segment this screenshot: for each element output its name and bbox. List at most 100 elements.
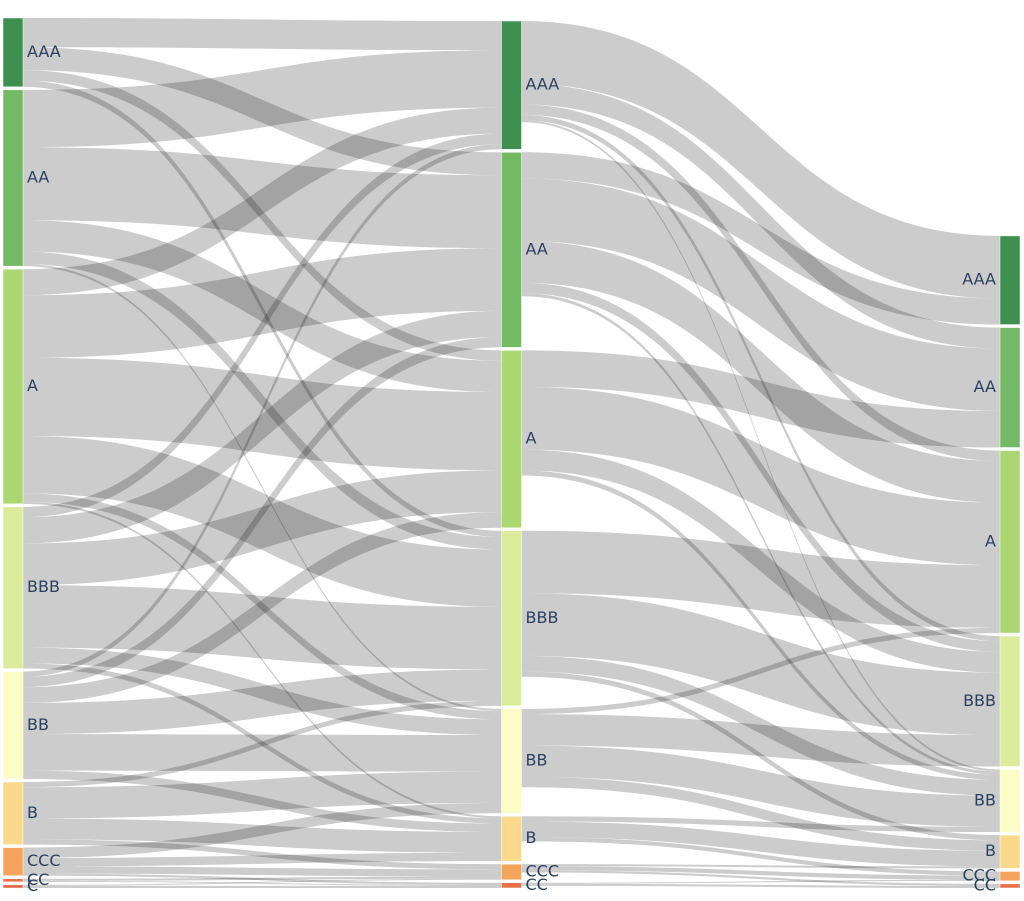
link <box>521 864 1000 869</box>
link <box>23 669 502 735</box>
node-label: B <box>27 803 38 822</box>
node <box>999 327 1021 448</box>
node-label: BBB <box>27 577 60 596</box>
link <box>23 818 502 853</box>
link <box>23 493 502 720</box>
link <box>521 83 1000 349</box>
node-label: C <box>27 876 38 895</box>
link <box>23 501 502 819</box>
link <box>23 512 502 703</box>
node <box>501 816 522 862</box>
link <box>23 839 502 870</box>
link <box>23 436 502 607</box>
link <box>521 530 1000 628</box>
link <box>23 873 502 885</box>
link <box>23 585 502 670</box>
link <box>521 350 1000 448</box>
link <box>521 837 1000 876</box>
node-label: CC <box>974 875 996 894</box>
link <box>23 802 502 859</box>
link <box>23 220 502 393</box>
link <box>521 776 1000 851</box>
link <box>521 114 1000 642</box>
node-label: CCC <box>962 866 996 885</box>
link <box>521 671 1000 841</box>
link <box>521 21 1000 299</box>
node-label: B <box>526 828 537 847</box>
link <box>521 293 1000 775</box>
link <box>521 449 1000 673</box>
node <box>501 152 522 348</box>
link <box>23 50 502 148</box>
link <box>521 866 1000 880</box>
node <box>999 450 1021 634</box>
node <box>501 882 522 889</box>
link <box>23 866 502 877</box>
node <box>999 834 1021 869</box>
node <box>501 20 522 150</box>
links <box>23 18 1000 888</box>
link <box>23 876 502 881</box>
node-label: A <box>27 376 38 395</box>
link <box>23 770 502 832</box>
node-label: CCC <box>526 861 560 880</box>
link <box>521 627 1000 715</box>
link <box>23 133 502 518</box>
link <box>23 647 502 736</box>
node-label: CCC <box>27 851 61 870</box>
node-label: AA <box>974 377 996 396</box>
node-label: BB <box>974 790 996 809</box>
node <box>2 878 24 883</box>
node <box>501 530 522 707</box>
node-label: BB <box>526 751 548 770</box>
link <box>23 880 502 886</box>
node-label: BBB <box>526 608 559 627</box>
link <box>23 264 502 712</box>
link <box>23 734 502 772</box>
node-label: AAA <box>27 42 61 61</box>
link <box>521 883 1000 888</box>
link <box>23 47 502 176</box>
link <box>23 771 502 819</box>
link <box>521 178 1000 412</box>
node-label: AA <box>526 239 548 258</box>
link <box>23 878 502 886</box>
node-label: A <box>985 531 996 550</box>
link <box>521 282 1000 652</box>
node <box>2 89 24 267</box>
link <box>23 336 502 688</box>
node <box>501 350 522 528</box>
link <box>521 152 1000 325</box>
node <box>999 871 1021 882</box>
link <box>521 120 1000 772</box>
link <box>23 147 502 249</box>
link <box>23 852 502 867</box>
node <box>501 708 522 814</box>
node-label: CC <box>526 875 548 894</box>
node-label: A <box>526 429 537 448</box>
link <box>23 144 502 677</box>
link <box>521 745 1000 827</box>
link <box>23 251 502 550</box>
link <box>521 879 1000 884</box>
link <box>23 663 502 824</box>
link <box>23 357 502 471</box>
node <box>999 769 1021 833</box>
link <box>521 470 1000 780</box>
node <box>501 863 522 881</box>
link <box>521 655 1000 796</box>
node-label: AAA <box>526 75 560 94</box>
node <box>2 17 24 88</box>
node <box>2 506 24 669</box>
link <box>23 248 502 358</box>
link <box>521 870 1000 886</box>
node-label: BB <box>27 715 49 734</box>
node <box>2 781 24 845</box>
node <box>999 235 1021 325</box>
link <box>521 821 1000 867</box>
node <box>2 268 24 505</box>
node <box>999 635 1021 767</box>
node-label: AAA <box>962 270 996 289</box>
link <box>23 470 502 586</box>
link <box>23 885 502 888</box>
